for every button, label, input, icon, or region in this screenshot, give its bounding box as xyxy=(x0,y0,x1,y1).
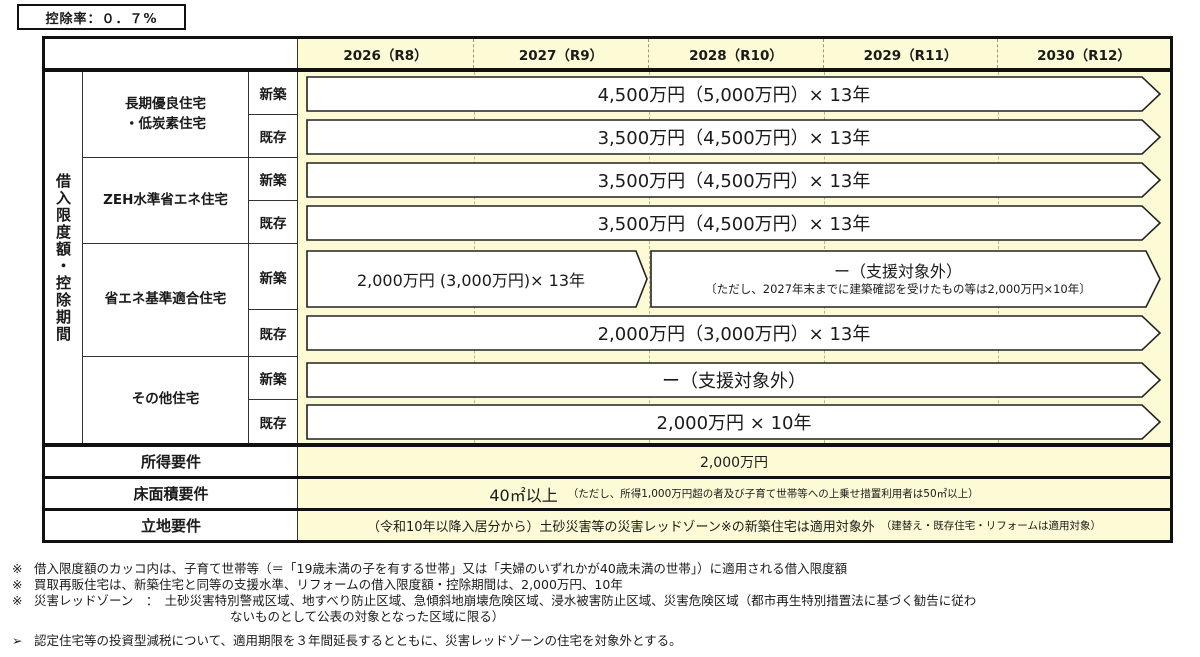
arrow-shape-icon xyxy=(306,205,1162,241)
limit-period-label: 借入限度額・控除期間 xyxy=(54,172,72,343)
note-mark: ※ xyxy=(12,577,23,592)
income-requirement-label: 所得要件 xyxy=(45,447,298,476)
floor-area-note: （ただし、所得1,000万円超の者及び子育て世帯等への上乗せ措置利用者は50㎡以… xyxy=(567,488,979,500)
subtype-new: 新築 xyxy=(249,72,298,115)
note-mark: ※ xyxy=(12,593,23,608)
timeline-area: 4,500万円（5,000万円）× 13年 3,500万円（4,500万円）× … xyxy=(298,72,1170,443)
location-main: （令和10年以降入居分から）土砂災害等の災害レッドゾーン※の新築住宅は適用対象外 xyxy=(367,520,875,535)
row-divider xyxy=(45,508,1170,511)
arrow-shape-icon xyxy=(306,162,1162,198)
summary-bullet: ➢ 認定住宅等の投資型減税について、適用期限を３年間延長するとともに、災害レッド… xyxy=(12,633,1197,649)
subtype-existing: 既存 xyxy=(249,310,298,357)
period-value: ー（支援対象外） xyxy=(662,371,806,392)
header-blank-cell xyxy=(45,39,298,68)
period-arrow-2026-2027: 2,000万円 (3,000万円)× 13年 xyxy=(306,250,649,308)
subtype-new: 新築 xyxy=(249,244,298,310)
year-divider xyxy=(649,72,650,443)
category-zeh: ZEH水準省エネ住宅 xyxy=(83,158,249,244)
footnote: ※ 買取再販住宅は、新築住宅と同等の支援水準、リフォームの借入限度額・控除期間は… xyxy=(12,577,1197,593)
period-arrow: ー（支援対象外） xyxy=(306,362,1162,398)
note-continuation: ないものとして公表の対象となった区域に限る） xyxy=(230,609,505,624)
location-requirement-value: （令和10年以降入居分から）土砂災害等の災害レッドゾーン※の新築住宅は適用対象外… xyxy=(298,511,1170,540)
footnotes: ※ 借入限度額のカッコ内は、子育て世帯等（＝「19歳未満の子を有する世帯」又は「… xyxy=(12,561,1197,649)
subtype-new: 新築 xyxy=(249,158,298,201)
period-value: 3,500万円（4,500万円）× 13年 xyxy=(597,128,871,149)
deduction-rate-label: 控除率：０．７% xyxy=(17,4,186,30)
arrow-shape-icon xyxy=(306,404,1162,440)
income-requirement-value: 2,000万円 xyxy=(298,447,1170,476)
arrow-shape-icon xyxy=(306,250,648,308)
arrow-shape-icon xyxy=(306,315,1162,351)
footnote: ※ 借入限度額のカッコ内は、子育て世帯等（＝「19歳未満の子を有する世帯」又は「… xyxy=(12,561,1197,577)
location-note: （建替え・既存住宅・リフォームは適用対象） xyxy=(880,520,1101,532)
year-header-2026: 2026（R8） xyxy=(298,39,474,68)
arrow-bullet-icon: ➢ xyxy=(12,633,23,648)
tax-credit-table: 2026（R8） 2027（R9） 2028（R10） 2029（R11） 20… xyxy=(42,36,1173,543)
floor-area-requirement-label: 床面積要件 xyxy=(45,479,298,508)
category-long-term-quality: 長期優良住宅 ・低炭素住宅 xyxy=(83,72,249,158)
period-value: 2,000万円（3,000万円）× 13年 xyxy=(597,324,871,345)
arrow-shape-icon xyxy=(650,250,1161,308)
location-requirement-label: 立地要件 xyxy=(45,511,298,540)
arrow-shape-icon xyxy=(306,119,1162,155)
note-mark: ※ xyxy=(12,561,23,576)
floor-area-requirement-value: 40㎡以上 （ただし、所得1,000万円超の者及び子育て世帯等への上乗せ措置利用… xyxy=(298,479,1170,508)
footnote: ※ 災害レッドゾーン ： 土砂災害特別警戒区域、地すべり防止区域、急傾斜地崩壊危… xyxy=(12,593,1197,609)
period-value: 3,500万円（4,500万円）× 13年 xyxy=(597,214,871,235)
period-arrow: 2,000万円 × 10年 xyxy=(306,404,1162,440)
subtype-new: 新築 xyxy=(249,357,298,400)
not-covered-label: ー（支援対象外） xyxy=(833,261,962,281)
header-divider xyxy=(45,68,1170,72)
year-header-2027: 2027（R9） xyxy=(474,39,649,68)
note-text: 買取再販住宅は、新築住宅と同等の支援水準、リフォームの借入限度額・控除期間は、2… xyxy=(34,577,623,592)
year-header-2029: 2029（R11） xyxy=(824,39,998,68)
arrow-shape-icon xyxy=(306,362,1162,398)
arrow-shape-icon xyxy=(306,76,1162,112)
category-other: その他住宅 xyxy=(83,357,249,443)
subtype-existing: 既存 xyxy=(249,201,298,244)
subtype-existing: 既存 xyxy=(249,400,298,443)
section-divider xyxy=(45,443,1170,447)
exception-note: 〔ただし、2027年末までに建築確認を受けたもの等は2,000万円×10年〕 xyxy=(705,281,1091,296)
note-text: 借入限度額のカッコ内は、子育て世帯等（＝「19歳未満の子を有する世帯」又は「夫婦… xyxy=(34,561,848,576)
period-arrow: 4,500万円（5,000万円）× 13年 xyxy=(306,76,1162,112)
year-header-2028: 2028（R10） xyxy=(649,39,824,68)
period-arrow-2028-2030: ー（支援対象外） 〔ただし、2027年末までに建築確認を受けたもの等は2,000… xyxy=(650,250,1162,308)
row-divider xyxy=(45,476,1170,479)
period-value: 2,000万円 × 10年 xyxy=(656,413,812,434)
category-energy-standard: 省エネ基準適合住宅 xyxy=(83,244,249,357)
period-arrow: 3,500万円（4,500万円）× 13年 xyxy=(306,119,1162,155)
period-value-group: ー（支援対象外） 〔ただし、2027年末までに建築確認を受けたもの等は2,000… xyxy=(650,250,1146,308)
period-arrow: 3,500万円（4,500万円）× 13年 xyxy=(306,205,1162,241)
limit-period-column: 借入限度額・控除期間 xyxy=(45,72,83,443)
floor-area-main: 40㎡以上 xyxy=(489,485,558,505)
period-value: 3,500万円（4,500万円）× 13年 xyxy=(597,171,871,192)
period-value: 2,000万円 (3,000万円)× 13年 xyxy=(356,271,586,290)
subtype-existing: 既存 xyxy=(249,115,298,158)
year-header-2030: 2030（R12） xyxy=(998,39,1170,68)
note-text: 災害レッドゾーン ： 土砂災害特別警戒区域、地すべり防止区域、急傾斜地崩壊危険区… xyxy=(34,593,977,608)
period-value: 4,500万円（5,000万円）× 13年 xyxy=(597,85,871,106)
period-arrow: 3,500万円（4,500万円）× 13年 xyxy=(306,162,1162,198)
bullet-text: 認定住宅等の投資型減税について、適用期限を３年間延長するとともに、災害レッドゾー… xyxy=(34,633,682,648)
period-arrow: 2,000万円（3,000万円）× 13年 xyxy=(306,315,1162,351)
